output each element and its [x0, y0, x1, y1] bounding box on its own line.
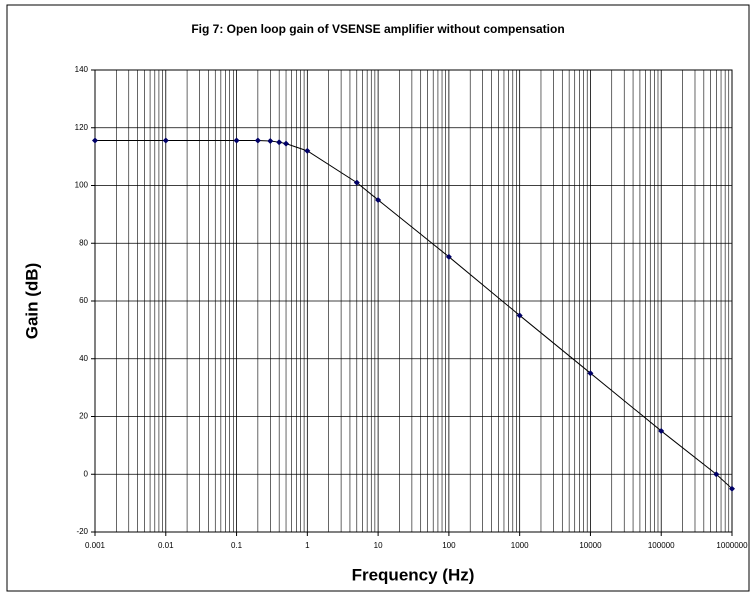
data-point [353, 179, 360, 186]
y-tick-label: -20 [76, 527, 88, 536]
data-point [283, 140, 290, 147]
y-axis-label: Gain (dB) [22, 263, 41, 340]
data-point [92, 137, 98, 144]
data-point [375, 196, 382, 203]
data-point [276, 139, 283, 146]
y-tick-label: 20 [79, 412, 88, 421]
data-point [267, 138, 274, 145]
data-point [162, 137, 169, 144]
x-tick-label: 1000000 [716, 541, 748, 550]
data-line [95, 139, 733, 490]
x-tick-label: 10 [374, 541, 383, 550]
x-tick-label: 0.001 [85, 541, 106, 550]
y-tick-label: 40 [79, 354, 88, 363]
x-tick-label: 1 [305, 541, 310, 550]
x-tick-label: 100000 [648, 541, 675, 550]
x-tick-label: 0.01 [158, 541, 174, 550]
x-tick-label: 10000 [579, 541, 602, 550]
y-tick-label: 60 [79, 296, 88, 305]
data-point [304, 147, 311, 154]
x-axis-label: Frequency (Hz) [352, 565, 475, 584]
y-tick-label: 0 [84, 469, 89, 478]
data-point [587, 370, 594, 377]
plot-border [94, 69, 733, 533]
y-tick-label: 80 [79, 238, 88, 247]
data-point [658, 427, 665, 434]
data-point [713, 471, 720, 478]
y-tick-label: 120 [75, 123, 89, 132]
y-tick-label: 100 [75, 181, 89, 190]
data-point [729, 485, 735, 492]
data-point [233, 137, 240, 144]
data-point [254, 137, 261, 144]
x-tick-label: 0.1 [231, 541, 243, 550]
data-point [445, 253, 452, 260]
data-point [516, 312, 523, 319]
x-tick-label: 1000 [511, 541, 529, 550]
x-tick-label: 100 [442, 541, 456, 550]
chart-title: Fig 7: Open loop gain of VSENSE amplifie… [191, 22, 564, 36]
y-tick-label: 140 [75, 65, 89, 74]
